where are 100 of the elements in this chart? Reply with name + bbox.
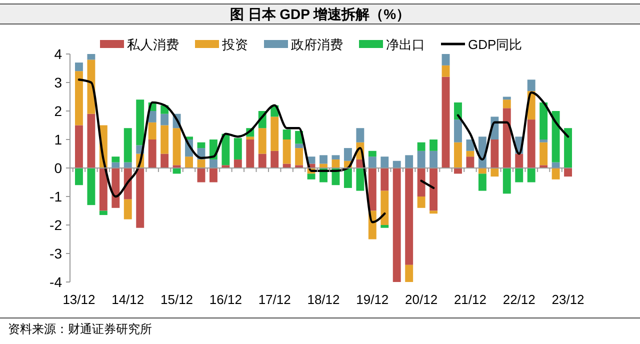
bar bbox=[515, 168, 524, 182]
y-tick-label: -2 bbox=[50, 217, 62, 233]
bar bbox=[87, 168, 96, 206]
bar bbox=[430, 168, 438, 211]
bar bbox=[136, 168, 144, 228]
bar bbox=[454, 120, 462, 142]
bar bbox=[454, 102, 462, 120]
bar bbox=[478, 174, 486, 191]
bar bbox=[564, 128, 572, 168]
bar bbox=[344, 168, 352, 188]
bar bbox=[552, 111, 560, 162]
bar bbox=[442, 76, 450, 168]
bar bbox=[527, 80, 536, 92]
bar bbox=[75, 62, 83, 72]
bar bbox=[430, 140, 438, 151]
bar bbox=[564, 168, 572, 177]
bar bbox=[148, 122, 156, 140]
bar bbox=[502, 168, 511, 194]
bar bbox=[540, 142, 548, 166]
bar bbox=[124, 128, 132, 162]
bar bbox=[490, 140, 499, 168]
bar bbox=[417, 142, 426, 151]
bar bbox=[197, 168, 206, 182]
bar bbox=[356, 168, 364, 191]
y-tick-label: 3 bbox=[54, 74, 62, 90]
y-tick-label: -4 bbox=[50, 274, 62, 290]
bar bbox=[405, 168, 414, 265]
x-tick-label: 23/12 bbox=[552, 292, 584, 307]
bar bbox=[442, 54, 450, 66]
x-tick-label: 17/12 bbox=[258, 292, 291, 307]
y-tick-label: 4 bbox=[54, 46, 62, 62]
bar bbox=[307, 174, 316, 180]
y-tick-label: 2 bbox=[54, 103, 62, 119]
bar bbox=[99, 210, 108, 216]
bar bbox=[466, 150, 474, 157]
bar bbox=[258, 154, 266, 168]
y-tick-label: 1 bbox=[54, 132, 62, 148]
x-tick-label: 19/12 bbox=[356, 292, 389, 307]
bar bbox=[148, 111, 156, 122]
bar bbox=[320, 164, 328, 168]
bar bbox=[356, 128, 364, 142]
bar bbox=[160, 125, 169, 154]
bar bbox=[112, 168, 120, 208]
bar bbox=[515, 154, 524, 168]
bar bbox=[380, 168, 389, 191]
bar bbox=[246, 136, 254, 140]
bar bbox=[185, 156, 193, 168]
bar bbox=[332, 155, 340, 160]
bar bbox=[295, 144, 304, 148]
text: 资料来源：财通证券研究所 bbox=[8, 322, 152, 336]
bar bbox=[282, 140, 291, 164]
x-tick-label: 18/12 bbox=[307, 292, 340, 307]
bar bbox=[368, 168, 376, 211]
bar bbox=[197, 142, 206, 148]
bar bbox=[392, 160, 401, 168]
bar bbox=[380, 190, 389, 225]
x-tick-label: 20/12 bbox=[405, 292, 438, 307]
bar bbox=[405, 264, 414, 282]
bar bbox=[112, 156, 120, 162]
bar bbox=[502, 108, 511, 168]
bar bbox=[160, 114, 169, 126]
bar bbox=[466, 140, 474, 151]
y-tick-label: 0 bbox=[54, 160, 62, 176]
bar bbox=[282, 164, 291, 168]
bar bbox=[258, 128, 266, 154]
x-tick-label: 22/12 bbox=[502, 292, 536, 307]
bar bbox=[136, 100, 144, 146]
y-tick-label: -1 bbox=[50, 188, 62, 204]
legend-label: 投资 bbox=[221, 37, 248, 52]
bar bbox=[380, 225, 389, 228]
bar bbox=[552, 168, 560, 180]
bar bbox=[270, 150, 279, 168]
bar bbox=[430, 150, 438, 168]
legend-label: GDP同比 bbox=[468, 37, 522, 52]
bar bbox=[344, 148, 352, 161]
bar bbox=[222, 134, 230, 166]
bar bbox=[368, 156, 376, 168]
x-tick-label: 15/12 bbox=[160, 292, 194, 307]
bar bbox=[234, 159, 242, 168]
bar bbox=[87, 54, 96, 60]
bar bbox=[160, 154, 169, 168]
legend-label: 私人消费 bbox=[127, 37, 179, 52]
bar bbox=[234, 138, 242, 160]
legend-label: 政府消费 bbox=[291, 37, 343, 52]
bar bbox=[320, 155, 328, 164]
bar bbox=[246, 140, 254, 168]
bar bbox=[540, 140, 548, 142]
legend-label: 净出口 bbox=[386, 37, 425, 52]
bar bbox=[270, 116, 279, 151]
bar bbox=[527, 120, 536, 168]
bar bbox=[442, 65, 450, 77]
bar bbox=[502, 100, 511, 108]
x-tick-label: 14/12 bbox=[112, 292, 144, 307]
bar bbox=[527, 168, 536, 182]
bar bbox=[417, 150, 426, 168]
x-tick-label: 13/12 bbox=[62, 292, 96, 307]
bar bbox=[540, 102, 548, 140]
bar bbox=[417, 196, 426, 208]
bar bbox=[99, 168, 108, 211]
bar bbox=[405, 155, 414, 168]
